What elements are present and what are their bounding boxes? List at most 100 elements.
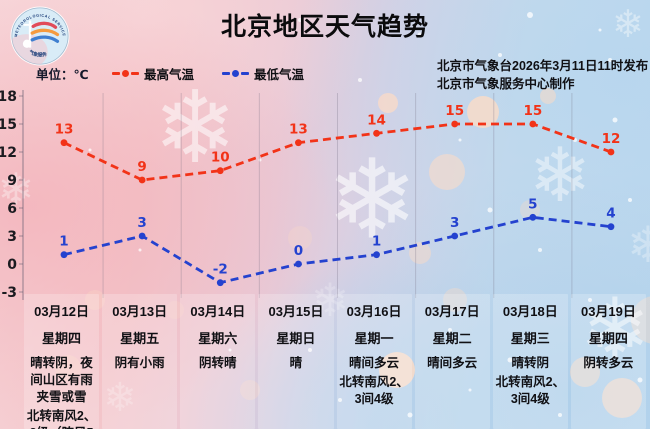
meteorological-service-logo: METEOROLOGICAL SERVICE 气象服务	[9, 5, 71, 67]
forecast-date: 03月12日	[34, 304, 90, 319]
data-point-label: 3	[450, 215, 459, 231]
y-tick-label: 3	[7, 229, 17, 245]
snow-dot	[258, 158, 262, 162]
forecast-weather: 阴转晴	[199, 356, 237, 370]
forecast-weekday: 星期一	[354, 331, 394, 346]
min-temp-line-icon	[222, 70, 250, 77]
forecast-weather: 阴有小雨	[114, 356, 165, 370]
forecast-column: 03月13日 星期五阴有小雨	[102, 294, 178, 429]
data-point-label: 10	[211, 150, 230, 166]
forecast-column: 03月18日 星期三晴转阴北转南风2、3间4级	[492, 294, 568, 429]
issue-info: 北京市气象台2026年3月11日11时发布 北京市气象服务中心制作	[437, 57, 648, 93]
forecast-date: 03月18日	[502, 304, 558, 319]
y-tick-label: 0	[7, 257, 17, 273]
forecast-weekday: 星期三	[510, 331, 550, 346]
logo-badge: METEOROLOGICAL SERVICE 气象服务	[10, 6, 70, 66]
snowflake-icon: ❄	[627, 217, 650, 273]
forecast-table: 03月12日星期四晴转阴，夜间山区有雨夹雪或雪北转南风2、3级（阵风5级左右）0…	[24, 294, 646, 429]
data-point-label: 13	[55, 122, 74, 138]
chart-legend: 最高气温 最低气温	[112, 64, 304, 83]
forecast-weather: 晴间多云	[349, 356, 400, 370]
logo-dome	[22, 39, 31, 48]
forecast-weather: 阴转多云	[583, 356, 634, 370]
snow-dot	[138, 248, 142, 252]
legend-item-min-temp: 最低气温	[222, 64, 304, 83]
forecast-date: 03月13日	[112, 304, 168, 319]
snowflake-icon: ❄	[0, 166, 34, 215]
forecast-weather: 晴转阴	[511, 356, 550, 370]
forecast-weekday: 星期六	[198, 331, 238, 346]
data-point	[138, 176, 146, 184]
y-tick-label: -3	[1, 285, 17, 301]
data-point-label: 14	[367, 112, 386, 128]
forecast-weather: 晴间多云	[427, 356, 478, 370]
data-point	[138, 232, 146, 240]
y-tick-label: 6	[7, 201, 17, 217]
forecast-column: 03月17日 星期二晴间多云	[414, 294, 490, 429]
bokeh-light	[288, 226, 312, 250]
snow-dot	[88, 148, 92, 152]
legend-item-max-temp: 最高气温	[112, 64, 194, 83]
data-point-label: 9	[137, 159, 146, 175]
snowflake-icon: ❄	[326, 139, 418, 262]
snow-dot	[538, 248, 542, 252]
series-line-最低气温	[63, 215, 612, 285]
bokeh-light	[467, 96, 499, 128]
data-point-label: 4	[606, 206, 615, 222]
data-point-label: 15	[523, 103, 542, 119]
data-point	[607, 223, 615, 231]
issue-line-1: 北京市气象台2026年3月11日11时发布	[437, 59, 649, 73]
snow-dot	[487, 207, 493, 213]
page-title: 北京地区天气趋势	[220, 13, 429, 41]
data-point	[295, 260, 302, 268]
data-point-label: -2	[213, 262, 228, 278]
data-point	[529, 213, 537, 221]
logo-ribbon-blue	[30, 35, 60, 43]
data-point-label: 12	[602, 131, 621, 147]
forecast-weekday: 星期二	[432, 331, 472, 346]
data-point	[60, 251, 68, 259]
legend-label-min-temp: 最低气温	[254, 68, 305, 82]
bokeh-light	[378, 93, 398, 113]
snowflake-icon: ❄	[529, 133, 592, 217]
snow-dot	[358, 78, 362, 82]
forecast-weather: 晴转阴，夜间山区有雨夹雪或雪	[30, 356, 93, 404]
unit-label: 单位：℃	[36, 68, 89, 82]
forecast-weekday: 星期日	[276, 331, 316, 346]
data-point	[607, 148, 615, 156]
data-point	[451, 232, 459, 240]
snow-dot	[628, 198, 632, 202]
forecast-wind: 北转南风2、3间4级	[495, 374, 566, 406]
data-point	[529, 120, 537, 128]
forecast-date: 03月19日	[580, 304, 636, 319]
logo-crossbar	[23, 23, 37, 26]
data-point	[373, 251, 380, 259]
forecast-date: 03月15日	[268, 304, 324, 319]
y-tick-label: 18	[0, 89, 17, 105]
data-point-label: 1	[59, 234, 68, 250]
snow-dot	[612, 117, 618, 123]
data-point-label: 5	[528, 196, 537, 212]
forecast-date: 03月14日	[190, 304, 246, 319]
data-point	[216, 279, 224, 287]
forecast-date: 03月17日	[424, 304, 480, 319]
logo-ribbon-red	[31, 21, 58, 29]
forecast-column: 03月16日 星期一 晴间多云 北转南风2、3间4级	[336, 294, 412, 429]
bokeh-light	[429, 154, 465, 190]
forecast-weekday: 星期四	[42, 331, 82, 346]
y-tick-label: 15	[0, 117, 17, 133]
forecast-weather: 晴	[289, 356, 303, 370]
max-temp-line-icon	[112, 70, 139, 77]
forecast-weekday: 星期四	[588, 331, 628, 346]
y-tick-label: 9	[7, 173, 17, 189]
data-point	[60, 139, 68, 147]
data-point-label: 3	[137, 215, 146, 231]
issue-line-2: 北京市气象服务中心制作	[437, 77, 575, 92]
data-point-label: 15	[445, 103, 464, 119]
forecast-wind: 北转南风2、3间4级	[339, 374, 409, 406]
forecast-weekday: 星期五	[120, 331, 160, 346]
data-point	[451, 120, 459, 128]
data-point-label: 13	[289, 122, 308, 138]
